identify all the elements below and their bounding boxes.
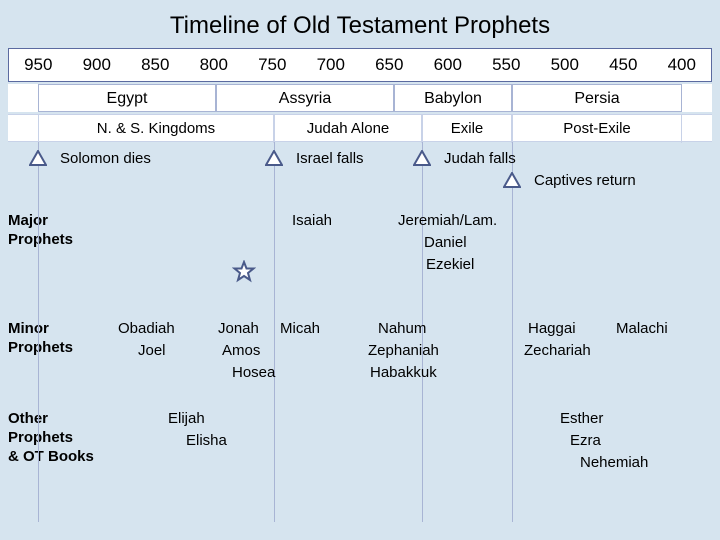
minor-prophet: Hosea — [232, 364, 275, 381]
other-book: Nehemiah — [580, 454, 648, 471]
event-marker-icon — [503, 172, 521, 193]
year-cell: 850 — [126, 49, 185, 81]
period-cell: N. & S. Kingdoms — [38, 115, 274, 143]
star-icon — [232, 260, 256, 289]
empire-cell: Babylon — [394, 84, 512, 112]
minor-prophet: Zechariah — [524, 342, 591, 359]
minor-prophet: Habakkuk — [370, 364, 437, 381]
section-major-label: Major Prophets — [8, 212, 73, 250]
event-marker-icon — [29, 150, 47, 171]
year-cell: 500 — [536, 49, 595, 81]
section-label-line: & OT Books — [8, 448, 94, 465]
major-prophet: Isaiah — [292, 212, 332, 229]
chart-body: Major Prophets Minor Prophets Other Prop… — [8, 142, 712, 522]
minor-prophet: Malachi — [616, 320, 668, 337]
event-label: Solomon dies — [60, 150, 151, 167]
grid-vline — [512, 142, 513, 522]
section-label-line: Minor — [8, 320, 49, 337]
year-cell: 700 — [302, 49, 361, 81]
other-book: Esther — [560, 410, 603, 427]
year-cell: 400 — [653, 49, 712, 81]
section-label-line: Other — [8, 410, 48, 427]
major-prophet: Ezekiel — [426, 256, 474, 273]
event-marker-icon — [265, 150, 283, 171]
year-cell: 950 — [9, 49, 68, 81]
section-label-line: Prophets — [8, 339, 73, 356]
year-cell: 800 — [185, 49, 244, 81]
year-cell: 550 — [477, 49, 536, 81]
grid-vline — [274, 142, 275, 522]
event-marker-icon — [413, 150, 431, 171]
empire-cell: Egypt — [38, 84, 216, 112]
minor-prophet: Zephaniah — [368, 342, 439, 359]
empire-cell: Assyria — [216, 84, 394, 112]
grid-vline — [38, 142, 39, 522]
section-label-line: Prophets — [8, 231, 73, 248]
period-cell: Judah Alone — [274, 115, 422, 143]
minor-prophet: Jonah — [218, 320, 259, 337]
timeline-chart: 950900850800750700650600550500450400 Egy… — [8, 48, 712, 522]
other-book: Elisha — [186, 432, 227, 449]
section-minor-label: Minor Prophets — [8, 320, 73, 358]
major-prophet: Daniel — [424, 234, 467, 251]
minor-prophet: Amos — [222, 342, 260, 359]
periods-row: N. & S. KingdomsJudah AloneExilePost-Exi… — [8, 114, 712, 142]
year-cell: 650 — [360, 49, 419, 81]
page-title: Timeline of Old Testament Prophets — [0, 0, 720, 48]
year-cell: 450 — [594, 49, 653, 81]
year-cell: 600 — [419, 49, 478, 81]
major-prophet: Jeremiah/Lam. — [398, 212, 497, 229]
empire-cell: Persia — [512, 84, 682, 112]
section-label-line: Prophets — [8, 429, 73, 446]
minor-prophet: Micah — [280, 320, 320, 337]
empires-row: EgyptAssyriaBabylonPersia — [8, 84, 712, 112]
minor-prophet: Joel — [138, 342, 166, 359]
year-cell: 900 — [68, 49, 127, 81]
minor-prophet: Nahum — [378, 320, 426, 337]
years-row: 950900850800750700650600550500450400 — [8, 48, 712, 82]
period-cell: Post-Exile — [512, 115, 682, 143]
section-label-line: Major — [8, 212, 48, 229]
other-book: Elijah — [168, 410, 205, 427]
section-other-label: Other Prophets & OT Books — [8, 410, 94, 466]
minor-prophet: Obadiah — [118, 320, 175, 337]
period-cell: Exile — [422, 115, 512, 143]
year-cell: 750 — [243, 49, 302, 81]
event-label: Judah falls — [444, 150, 516, 167]
minor-prophet: Haggai — [528, 320, 576, 337]
event-label: Israel falls — [296, 150, 364, 167]
event-label: Captives return — [534, 172, 636, 189]
other-book: Ezra — [570, 432, 601, 449]
